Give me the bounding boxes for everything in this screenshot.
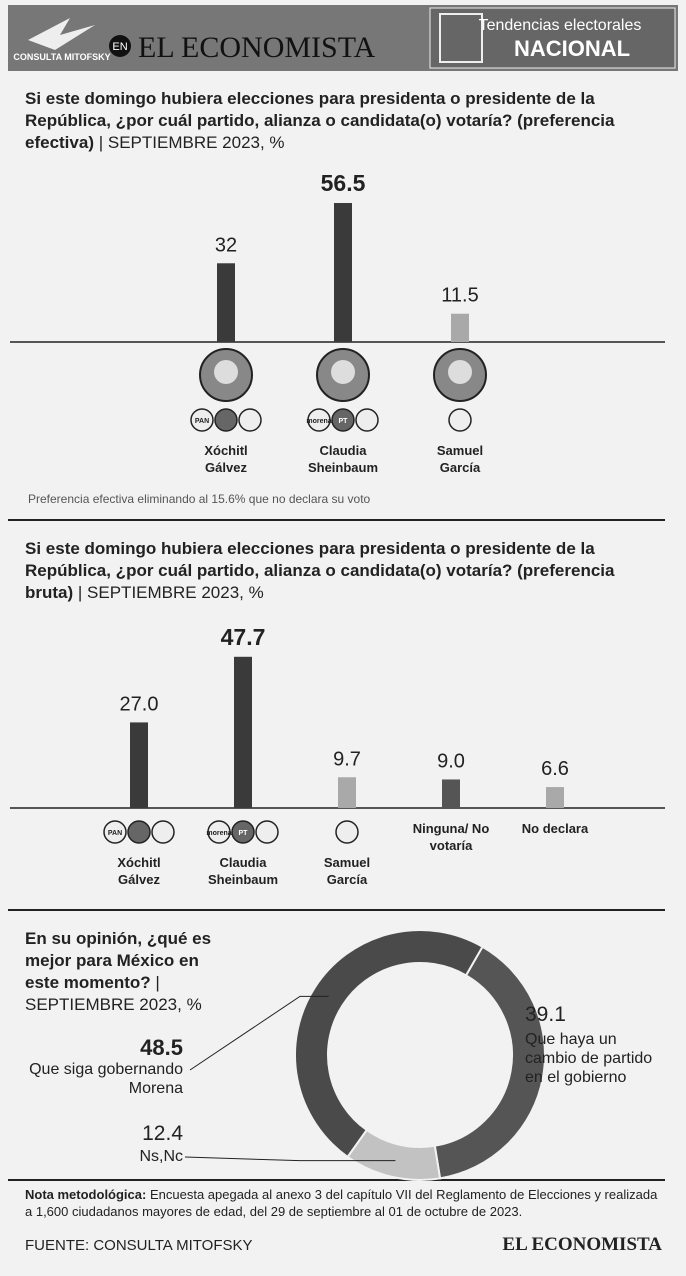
tag-box: [429, 7, 676, 69]
face: [448, 360, 472, 384]
category-label: Ninguna/ No votaría: [412, 821, 490, 853]
value-label: 56.5: [321, 170, 366, 196]
bar: [546, 787, 564, 808]
bar: [338, 777, 356, 808]
value-label: 47.7: [221, 624, 266, 650]
title-text: Si este domingo hubiera elecciones para …: [25, 89, 615, 152]
title: Si este domingo hubiera elecciones para …: [25, 538, 665, 604]
logo-mark: [28, 18, 95, 50]
value-label: 39.1: [525, 1003, 566, 1026]
face: [331, 360, 355, 384]
bar: [130, 722, 148, 808]
title-text: Si este domingo hubiera elecciones para …: [25, 539, 615, 602]
note: Preferencia efectiva eliminando al 15.6%…: [28, 492, 371, 506]
category-label: Samuel García: [436, 443, 484, 475]
leader-line: [184, 1156, 396, 1162]
subtitle: | SEPTIEMBRE 2023, %: [25, 973, 202, 1014]
value-label: 48.5: [140, 1035, 183, 1060]
party-logo: [238, 408, 262, 432]
party-logo: [190, 408, 214, 432]
party-logo: [307, 408, 331, 432]
category-label: Xóchitl Gálvez: [204, 443, 248, 475]
note-label: Nota metodológica:: [25, 1187, 147, 1202]
value-label: 27.0: [120, 693, 159, 715]
party-logo-text: PT: [239, 830, 249, 837]
party-logo: [255, 820, 279, 844]
footer-brand: EL ECONOMISTA: [502, 1234, 662, 1255]
value-label: 32: [215, 234, 237, 256]
category-label: Xóchitl Gálvez: [117, 855, 161, 887]
bar: [234, 656, 252, 808]
subtitle: | SEPTIEMBRE 2023, %: [98, 133, 285, 152]
bar: [334, 203, 352, 342]
category-label: Claudia Sheinbaum: [307, 443, 379, 475]
bar: [442, 779, 460, 808]
title: Si este domingo hubiera elecciones para …: [25, 88, 665, 154]
party-logo-text: morena: [206, 830, 231, 837]
face: [214, 360, 238, 384]
tag-top: Tendencias electorales: [479, 17, 642, 34]
method-note: Nota metodológica: Encuesta apegada al a…: [25, 1186, 665, 1220]
ballot-icon: [439, 13, 483, 63]
value-label: 6.6: [541, 758, 569, 780]
category-label: Claudia Sheinbaum: [207, 855, 279, 887]
party-logo: [103, 820, 127, 844]
brand: EL ECONOMISTA: [138, 31, 376, 64]
party-logo: [151, 820, 175, 844]
en-text: EN: [112, 41, 127, 53]
bar: [217, 263, 235, 342]
value-label: 9.0: [437, 750, 465, 772]
party-logo: [448, 408, 472, 432]
party-logo: [214, 408, 238, 432]
logo-text: CONSULTA MITOFSKY: [13, 52, 110, 62]
category-label: No declara: [521, 821, 589, 836]
party-logo-text: PAN: [195, 418, 209, 425]
party-logo: [331, 408, 355, 432]
party-logo: [355, 408, 379, 432]
en-badge: [109, 35, 131, 57]
category-label: Ns,Nc: [139, 1148, 183, 1165]
value-label: 11.5: [441, 285, 478, 307]
party-logo-text: PT: [339, 418, 349, 425]
party-logo: [207, 820, 231, 844]
bar: [451, 313, 469, 342]
party-logo: [127, 820, 151, 844]
category-label: Samuel García: [323, 855, 371, 887]
category-label: Que haya un cambio de partido en el gobi…: [525, 1031, 653, 1086]
title-text: En su opinión, ¿qué es mejor para México…: [25, 929, 212, 992]
donut-segment: [294, 929, 484, 1159]
party-logo-text: PAN: [108, 830, 122, 837]
category-label: Que siga gobernando Morena: [29, 1061, 183, 1097]
value-label: 12.4: [142, 1122, 183, 1145]
party-logo: [231, 820, 255, 844]
tag-bottom: NACIONAL: [514, 36, 630, 61]
party-logo-text: morena: [306, 418, 331, 425]
source: FUENTE: CONSULTA MITOFSKY: [25, 1237, 253, 1254]
subtitle: | SEPTIEMBRE 2023, %: [77, 583, 264, 602]
title: En su opinión, ¿qué es mejor para México…: [25, 928, 225, 1016]
value-label: 9.7: [333, 748, 361, 770]
party-logo: [335, 820, 359, 844]
note-text: Encuesta apegada al anexo 3 del capítulo…: [25, 1187, 658, 1219]
leader-line: [189, 995, 329, 1071]
